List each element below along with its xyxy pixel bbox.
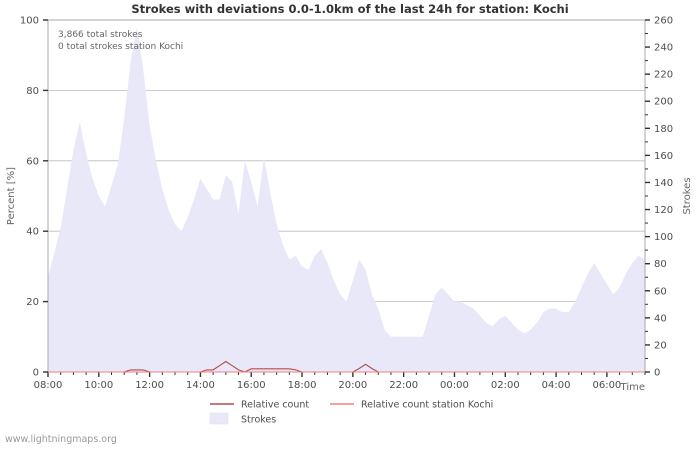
y-tick-label: 80 [26,86,39,97]
x-tick-label: 04:00 [542,380,571,391]
axis-tick-labels: 0 20 40 60 80 100 0 20 40 60 80 100 120 140 160 180 200 2… [20,16,673,392]
x-tick-label: 12:00 [135,380,164,391]
y2-tick-label: 140 [654,178,673,189]
x-tick-label: 16:00 [237,380,266,391]
strokes-area-series [48,27,645,372]
y2-axis-label: Strokes [682,177,693,214]
x-tick-label: 18:00 [288,380,317,391]
axis-ticks [43,19,650,377]
x-tick-label: 10:00 [84,380,113,391]
y-tick-label: 40 [26,227,39,238]
y2-tick-label: 80 [654,259,667,270]
y-axis-label: Percent [%] [6,167,17,225]
y2-tick-label: 200 [654,97,673,108]
annotation-total-strokes: 3,866 total strokes [58,30,143,40]
y2-tick-label: 20 [654,340,667,351]
y2-tick-label: 120 [654,205,673,216]
y2-tick-label: 220 [654,70,673,81]
x-tick-label: 22:00 [389,380,418,391]
x-tick-label: 08:00 [34,380,63,391]
x-tick-label: 20:00 [338,380,367,391]
y2-tick-label: 40 [654,313,667,324]
x-tick-label: 02:00 [491,380,520,391]
chart-title: Strokes with deviations 0.0-1.0km of the… [131,2,569,16]
x-tick-label: 14:00 [186,380,215,391]
y2-tick-label: 60 [654,286,667,297]
x-axis-label: Time [620,382,645,393]
annotation-station-strokes: 0 total strokes station Kochi [58,42,183,52]
y-tick-label: 60 [26,156,39,167]
y2-tick-label: 260 [654,16,673,27]
y-tick-label: 0 [33,368,39,379]
y2-tick-label: 240 [654,43,673,54]
legend-label: Relative count [241,400,309,411]
legend-label: Relative count station Kochi [361,400,493,411]
legend-label: Strokes [241,415,276,426]
x-tick-label: 00:00 [440,380,469,391]
y-tick-label: 100 [20,16,39,27]
x-tick-label: 06:00 [592,380,621,391]
relative-count-lines [48,360,645,373]
footer-url: www.lightningmaps.org [5,434,117,445]
y-tick-label: 20 [26,297,39,308]
y2-tick-label: 100 [654,232,673,243]
y2-tick-label: 180 [654,124,673,135]
chart-legend: Relative count Relative count station Koc… [209,400,493,426]
y2-tick-label: 0 [654,368,660,379]
y2-tick-label: 160 [654,151,673,162]
